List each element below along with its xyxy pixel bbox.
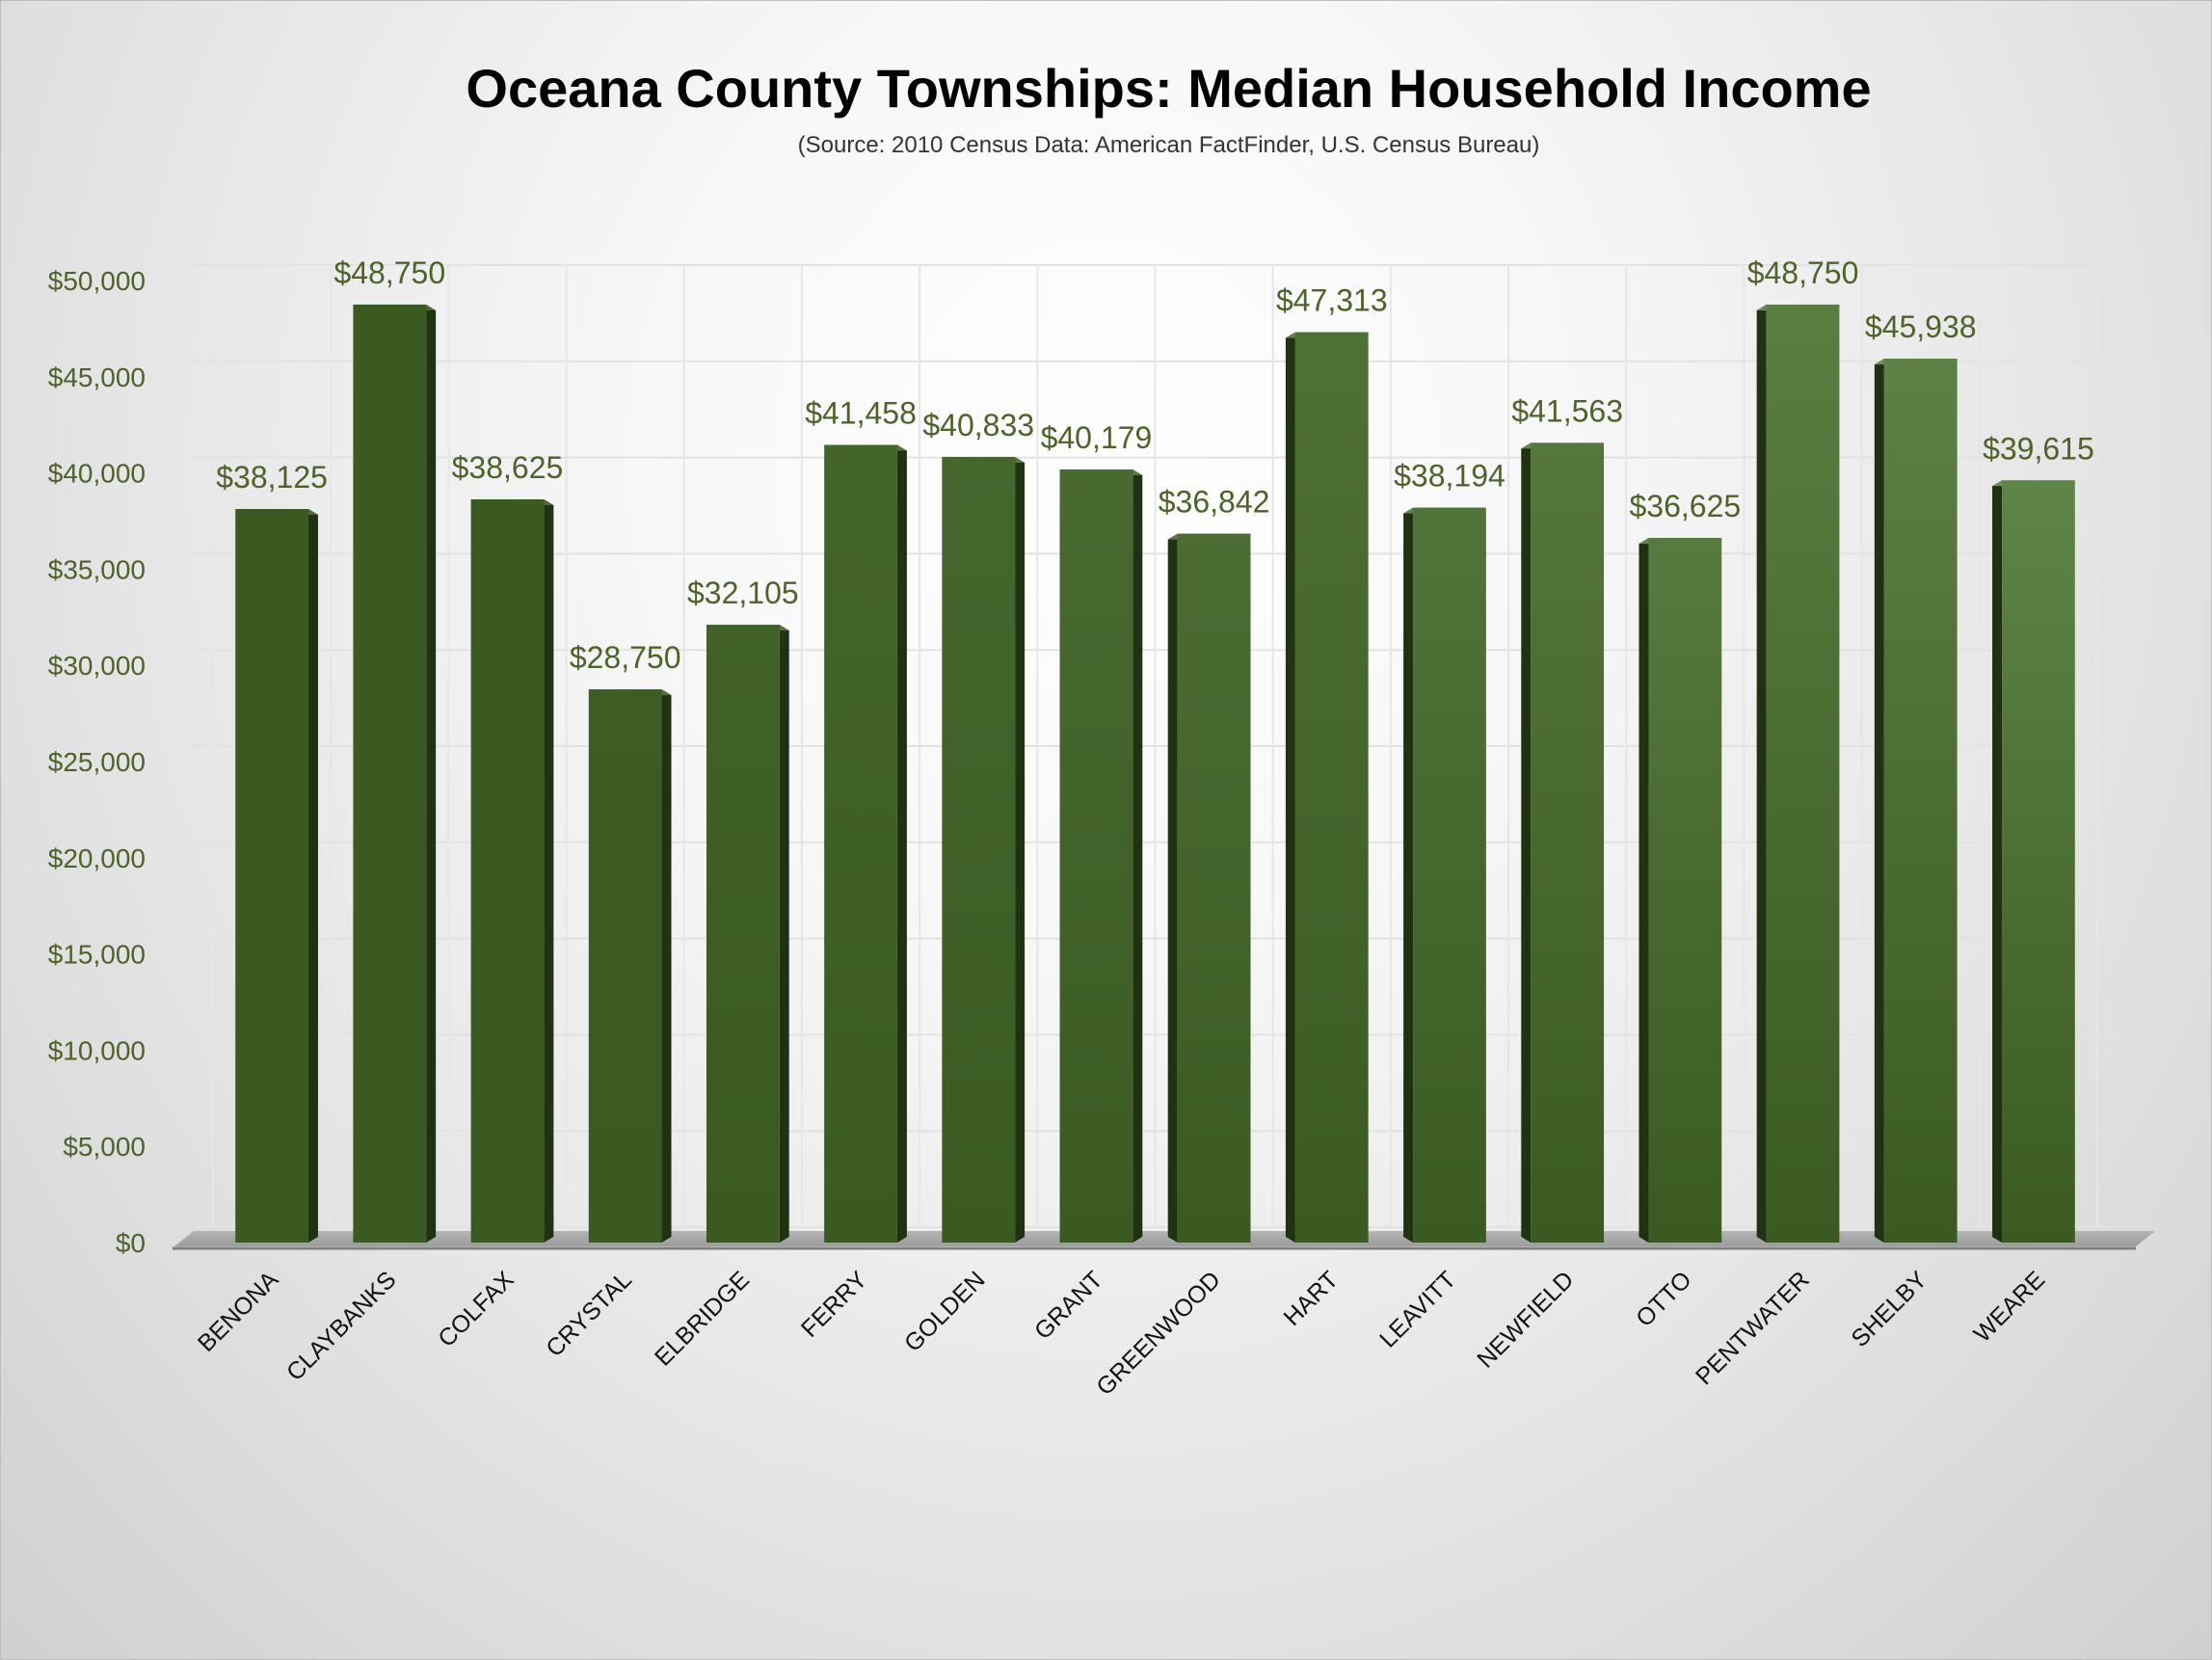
x-tick-label: CLAYBANKS (281, 1266, 402, 1386)
chart-subtitle: (Source: 2010 Census Data: American Fact… (797, 132, 1540, 158)
y-tick-label: $30,000 (48, 651, 146, 681)
bar (235, 509, 308, 1243)
bar-side (544, 499, 554, 1243)
bar (824, 444, 897, 1244)
x-tick-label: LEAVITT (1374, 1266, 1461, 1352)
bar (1883, 359, 1958, 1243)
data-label: $48,750 (1747, 255, 1859, 290)
x-tick-label: OTTO (1631, 1266, 1697, 1332)
chart-title: Oceana County Townships: Median Househol… (466, 58, 1872, 119)
y-tick-label: $5,000 (63, 1132, 146, 1162)
y-tick-label: $15,000 (48, 940, 146, 970)
data-label: $41,458 (805, 395, 917, 430)
x-tick-label: SHELBY (1846, 1266, 1932, 1352)
bar-side (779, 625, 789, 1243)
x-tick-label: GRANT (1029, 1266, 1108, 1345)
bar (1177, 533, 1251, 1243)
bar-side (1639, 537, 1649, 1243)
y-tick-label: $35,000 (48, 554, 146, 584)
bar (1059, 469, 1133, 1243)
data-label: $38,194 (1394, 459, 1506, 494)
bar-side (1285, 332, 1295, 1243)
bar-side (426, 304, 437, 1243)
y-tick-label: $0 (116, 1228, 146, 1258)
data-label: $38,625 (452, 450, 564, 485)
x-tick-label: GREENWOOD (1091, 1266, 1226, 1401)
x-tick-label: PENTWATER (1691, 1266, 1815, 1390)
axes (173, 1231, 2155, 1250)
x-tick-label: HART (1278, 1266, 1344, 1331)
bar-side (1992, 480, 2003, 1243)
bar-side (896, 444, 907, 1244)
x-tick-label: BENONA (193, 1266, 284, 1357)
x-tick-label: WEARE (1969, 1266, 2051, 1348)
bar-side (1874, 359, 1884, 1243)
data-label: $38,125 (216, 460, 328, 495)
bars (235, 304, 2075, 1244)
data-label: $40,833 (922, 408, 1034, 442)
data-label: $45,938 (1865, 309, 1977, 344)
x-tick-label: COLFAX (433, 1266, 520, 1352)
data-label: $39,615 (1983, 431, 2094, 466)
bar (942, 456, 1016, 1243)
bar-side (1015, 456, 1026, 1243)
bar-side (1403, 507, 1414, 1243)
data-label: $32,105 (687, 576, 799, 610)
y-tick-label: $10,000 (48, 1035, 146, 1065)
bar (706, 625, 780, 1243)
x-tick-label: NEWFIELD (1472, 1266, 1579, 1373)
bar (1413, 507, 1486, 1243)
data-label: $28,750 (570, 640, 681, 675)
x-tick-label: CRYSTAL (541, 1266, 637, 1362)
bar (1294, 332, 1369, 1243)
bar-side (661, 689, 672, 1243)
x-tick-label: ELBRIDGE (650, 1266, 755, 1371)
data-label: $36,625 (1630, 489, 1742, 523)
bar-side (1521, 442, 1532, 1243)
y-tick-label: $40,000 (48, 459, 146, 489)
x-tick-label: FERRY (796, 1266, 873, 1343)
bar (470, 499, 545, 1243)
data-label: $47,313 (1276, 283, 1388, 318)
bar (588, 689, 662, 1243)
y-tick-label: $25,000 (48, 747, 146, 777)
bar (1531, 442, 1605, 1243)
data-label: $36,842 (1159, 485, 1270, 520)
bar-side (1167, 533, 1178, 1243)
bar-side (1756, 304, 1767, 1243)
x-tick-label: GOLDEN (899, 1266, 990, 1356)
bar (353, 304, 427, 1243)
bar-side (1133, 469, 1143, 1243)
data-label: $41,563 (1511, 393, 1623, 428)
y-tick-label: $45,000 (48, 362, 146, 392)
y-tick-label: $20,000 (48, 843, 146, 873)
bar (2002, 480, 2075, 1243)
bar-side (307, 509, 318, 1243)
bar (1648, 537, 1722, 1243)
bar (1766, 304, 1840, 1243)
data-label: $40,179 (1041, 420, 1153, 455)
y-tick-label: $50,000 (48, 266, 146, 296)
data-label: $48,750 (333, 255, 445, 290)
